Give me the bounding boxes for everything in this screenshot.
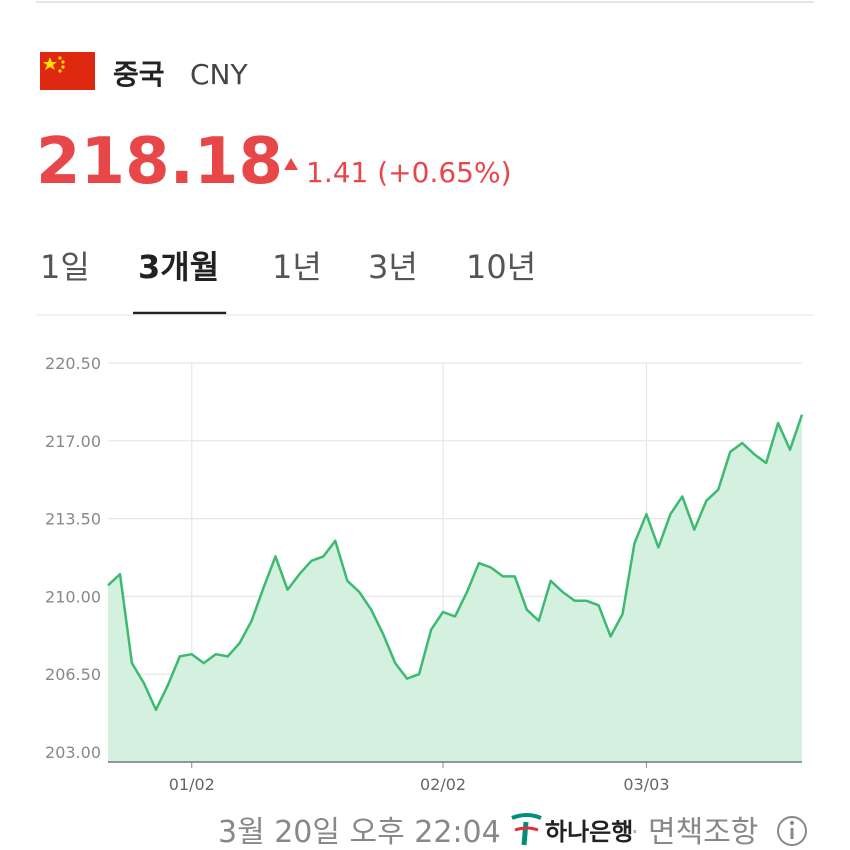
bank-logo — [511, 813, 542, 846]
y-tick-label: 203.00 — [45, 743, 101, 762]
x-tick-label: 02/02 — [420, 775, 466, 794]
y-tick-label: 213.50 — [45, 510, 101, 529]
y-tick-label: 217.00 — [45, 432, 101, 451]
price: 218.18 — [36, 125, 283, 199]
tab[interactable]: 3개월 — [138, 248, 219, 286]
x-tick-label: 01/02 — [169, 775, 215, 794]
change-value: 1.41 — [306, 156, 368, 189]
y-tick-label: 206.50 — [45, 665, 101, 684]
country-name: 중국 — [113, 58, 165, 91]
currency-code: CNY — [190, 58, 248, 91]
change: 1.41 (+0.65%) — [306, 156, 512, 189]
flag — [40, 52, 95, 90]
x-tick-label: 03/03 — [623, 775, 669, 794]
separator: · — [631, 818, 639, 846]
disclaimer[interactable]: 면책조항 — [648, 815, 758, 850]
tabs: 1일 3개월 1년 3년 10년 — [40, 248, 536, 315]
y-tick-label: 210.00 — [45, 587, 101, 606]
change-percent: (+0.65%) — [377, 156, 511, 189]
area-fill — [108, 414, 802, 762]
info-icon[interactable] — [777, 816, 807, 846]
timestamp: 3월 20일 오후 22:04 — [218, 815, 501, 850]
tab[interactable]: 10년 — [466, 248, 536, 286]
bank-name: 하나은행 — [545, 818, 633, 846]
tab[interactable]: 1일 — [40, 248, 90, 286]
tab[interactable]: 3년 — [368, 248, 418, 286]
chart: 203.00 206.50 210.00 213.50 217.00 220.50 01/0… — [45, 354, 804, 794]
y-tick-label: 220.50 — [45, 354, 101, 373]
tab[interactable]: 1년 — [272, 248, 322, 286]
up-arrow — [284, 158, 298, 170]
line — [107, 414, 804, 712]
